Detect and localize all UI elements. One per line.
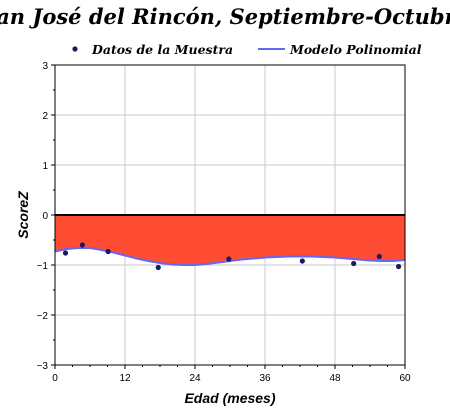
- y-tick-label: −2: [37, 311, 49, 322]
- legend: Datos de la Muestra Modelo Polinomial: [72, 42, 422, 57]
- data-point: [226, 256, 232, 262]
- data-point: [299, 258, 305, 264]
- shaded-region: [55, 215, 405, 265]
- data-point: [79, 242, 86, 248]
- data-point: [155, 264, 161, 271]
- legend-label-model: Modelo Polinomial: [289, 42, 422, 57]
- data-point: [105, 248, 111, 255]
- data-point: [395, 263, 402, 270]
- x-tick-label: 12: [119, 373, 131, 384]
- x-tick-label: 60: [399, 373, 411, 384]
- x-tick-label: 36: [259, 373, 271, 384]
- y-tick-label: 2: [42, 111, 48, 122]
- y-tick-label: −1: [37, 261, 49, 272]
- data-point: [351, 260, 357, 267]
- legend-label-sample: Datos de la Muestra: [91, 42, 233, 57]
- y-tick-label: 3: [42, 61, 48, 72]
- y-axis-label: ScoreZ: [15, 191, 31, 239]
- y-tick-label: 0: [42, 211, 48, 222]
- data-point: [376, 253, 382, 260]
- x-axis-label: Edad (meses): [184, 390, 275, 406]
- x-tick-label: 48: [329, 373, 341, 384]
- chart-title: San José del Rincón, Septiembre-Octubre: [0, 4, 450, 29]
- x-tick-label: 24: [189, 373, 201, 384]
- legend-marker-sample: [72, 46, 78, 52]
- x-tick-label: 0: [52, 373, 58, 384]
- data-point: [62, 250, 69, 256]
- y-tick-label: 1: [42, 161, 48, 172]
- y-tick-label: −3: [37, 361, 49, 372]
